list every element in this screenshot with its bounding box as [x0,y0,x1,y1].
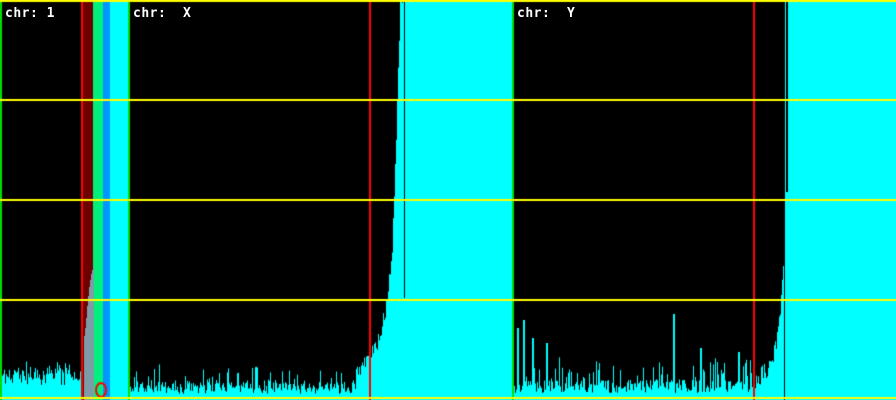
chromosome-label: chr: 1 [5,6,55,21]
panel-chr-1[interactable]: chr: 1 [0,0,128,400]
panel-chr-x[interactable]: chr: X [128,0,512,400]
chromosome-label: chr: Y [517,6,576,21]
panel-chr-y[interactable]: chr: Y [512,0,896,400]
chromosome-label: chr: X [133,6,192,21]
